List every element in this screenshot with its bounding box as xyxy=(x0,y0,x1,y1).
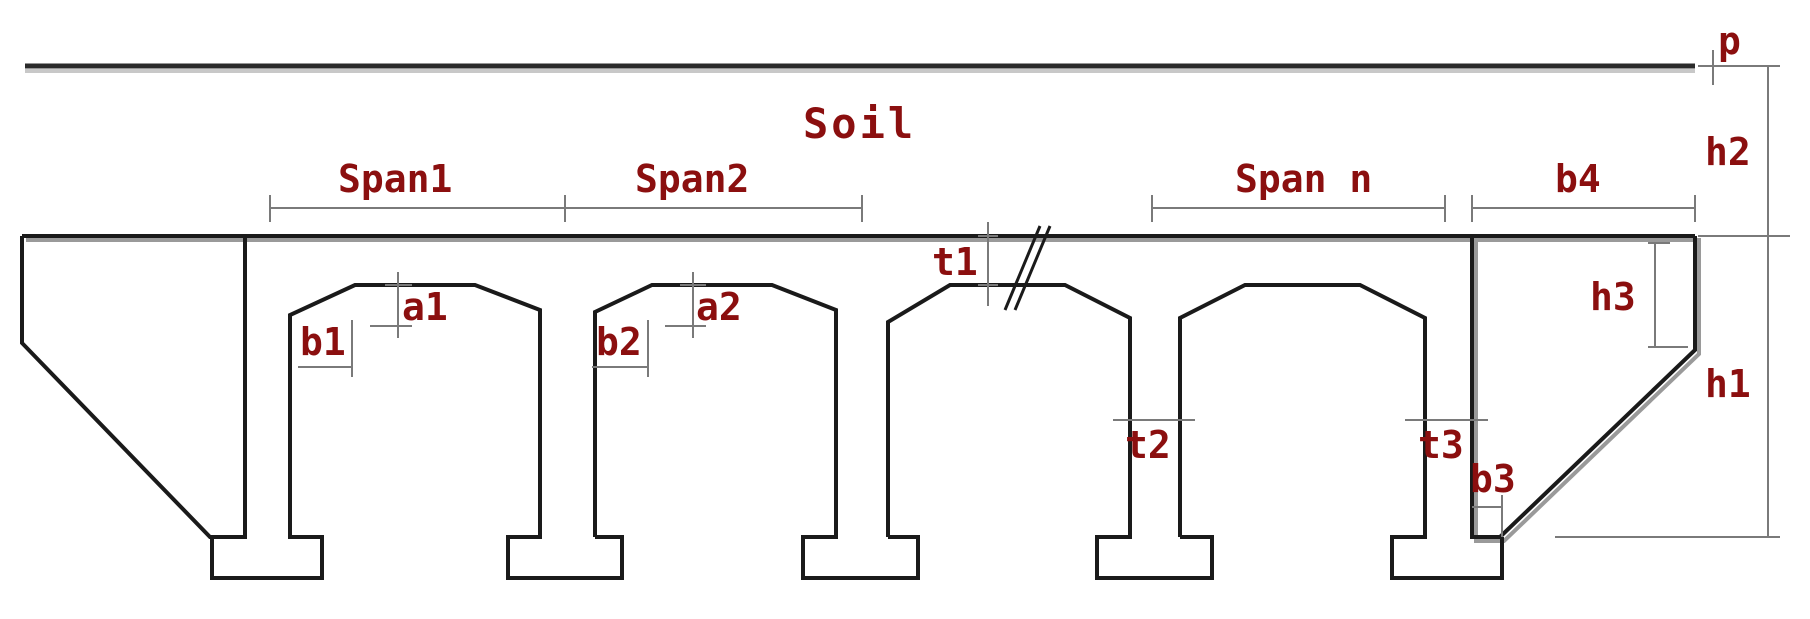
break-mark xyxy=(1003,225,1042,311)
label-t1: t1 xyxy=(932,240,978,284)
break-mark xyxy=(1013,225,1052,311)
label-t2: t2 xyxy=(1125,423,1171,467)
left-wing xyxy=(20,236,247,539)
label-b1: b1 xyxy=(300,320,346,364)
ground-surface xyxy=(25,63,1695,73)
label-span1: Span1 xyxy=(338,157,452,201)
label-a2: a2 xyxy=(696,285,742,329)
label-span2: Span2 xyxy=(635,157,749,201)
culvert-structure xyxy=(20,225,1697,580)
dimension-labels: p Soil h2 h1 h3 Span1 Span2 Span n b4 t1… xyxy=(300,19,1751,501)
label-t3: t3 xyxy=(1418,423,1464,467)
label-h3: h3 xyxy=(1590,275,1636,319)
cell-1-opening xyxy=(210,283,624,580)
cell-4-opening xyxy=(1178,283,1504,580)
cell-2-opening xyxy=(593,283,920,580)
label-span-n: Span n xyxy=(1235,157,1372,201)
label-h2: h2 xyxy=(1705,130,1751,174)
label-p: p xyxy=(1718,19,1741,63)
label-b2: b2 xyxy=(596,320,642,364)
label-b3: b3 xyxy=(1470,457,1516,501)
structure-shadow xyxy=(26,238,1701,543)
label-b4: b4 xyxy=(1555,157,1601,201)
dimension-lines xyxy=(269,50,1790,538)
label-a1: a1 xyxy=(402,285,448,329)
label-h1: h1 xyxy=(1705,362,1751,406)
label-soil: Soil xyxy=(803,99,916,148)
cell-3-opening xyxy=(886,283,1214,580)
